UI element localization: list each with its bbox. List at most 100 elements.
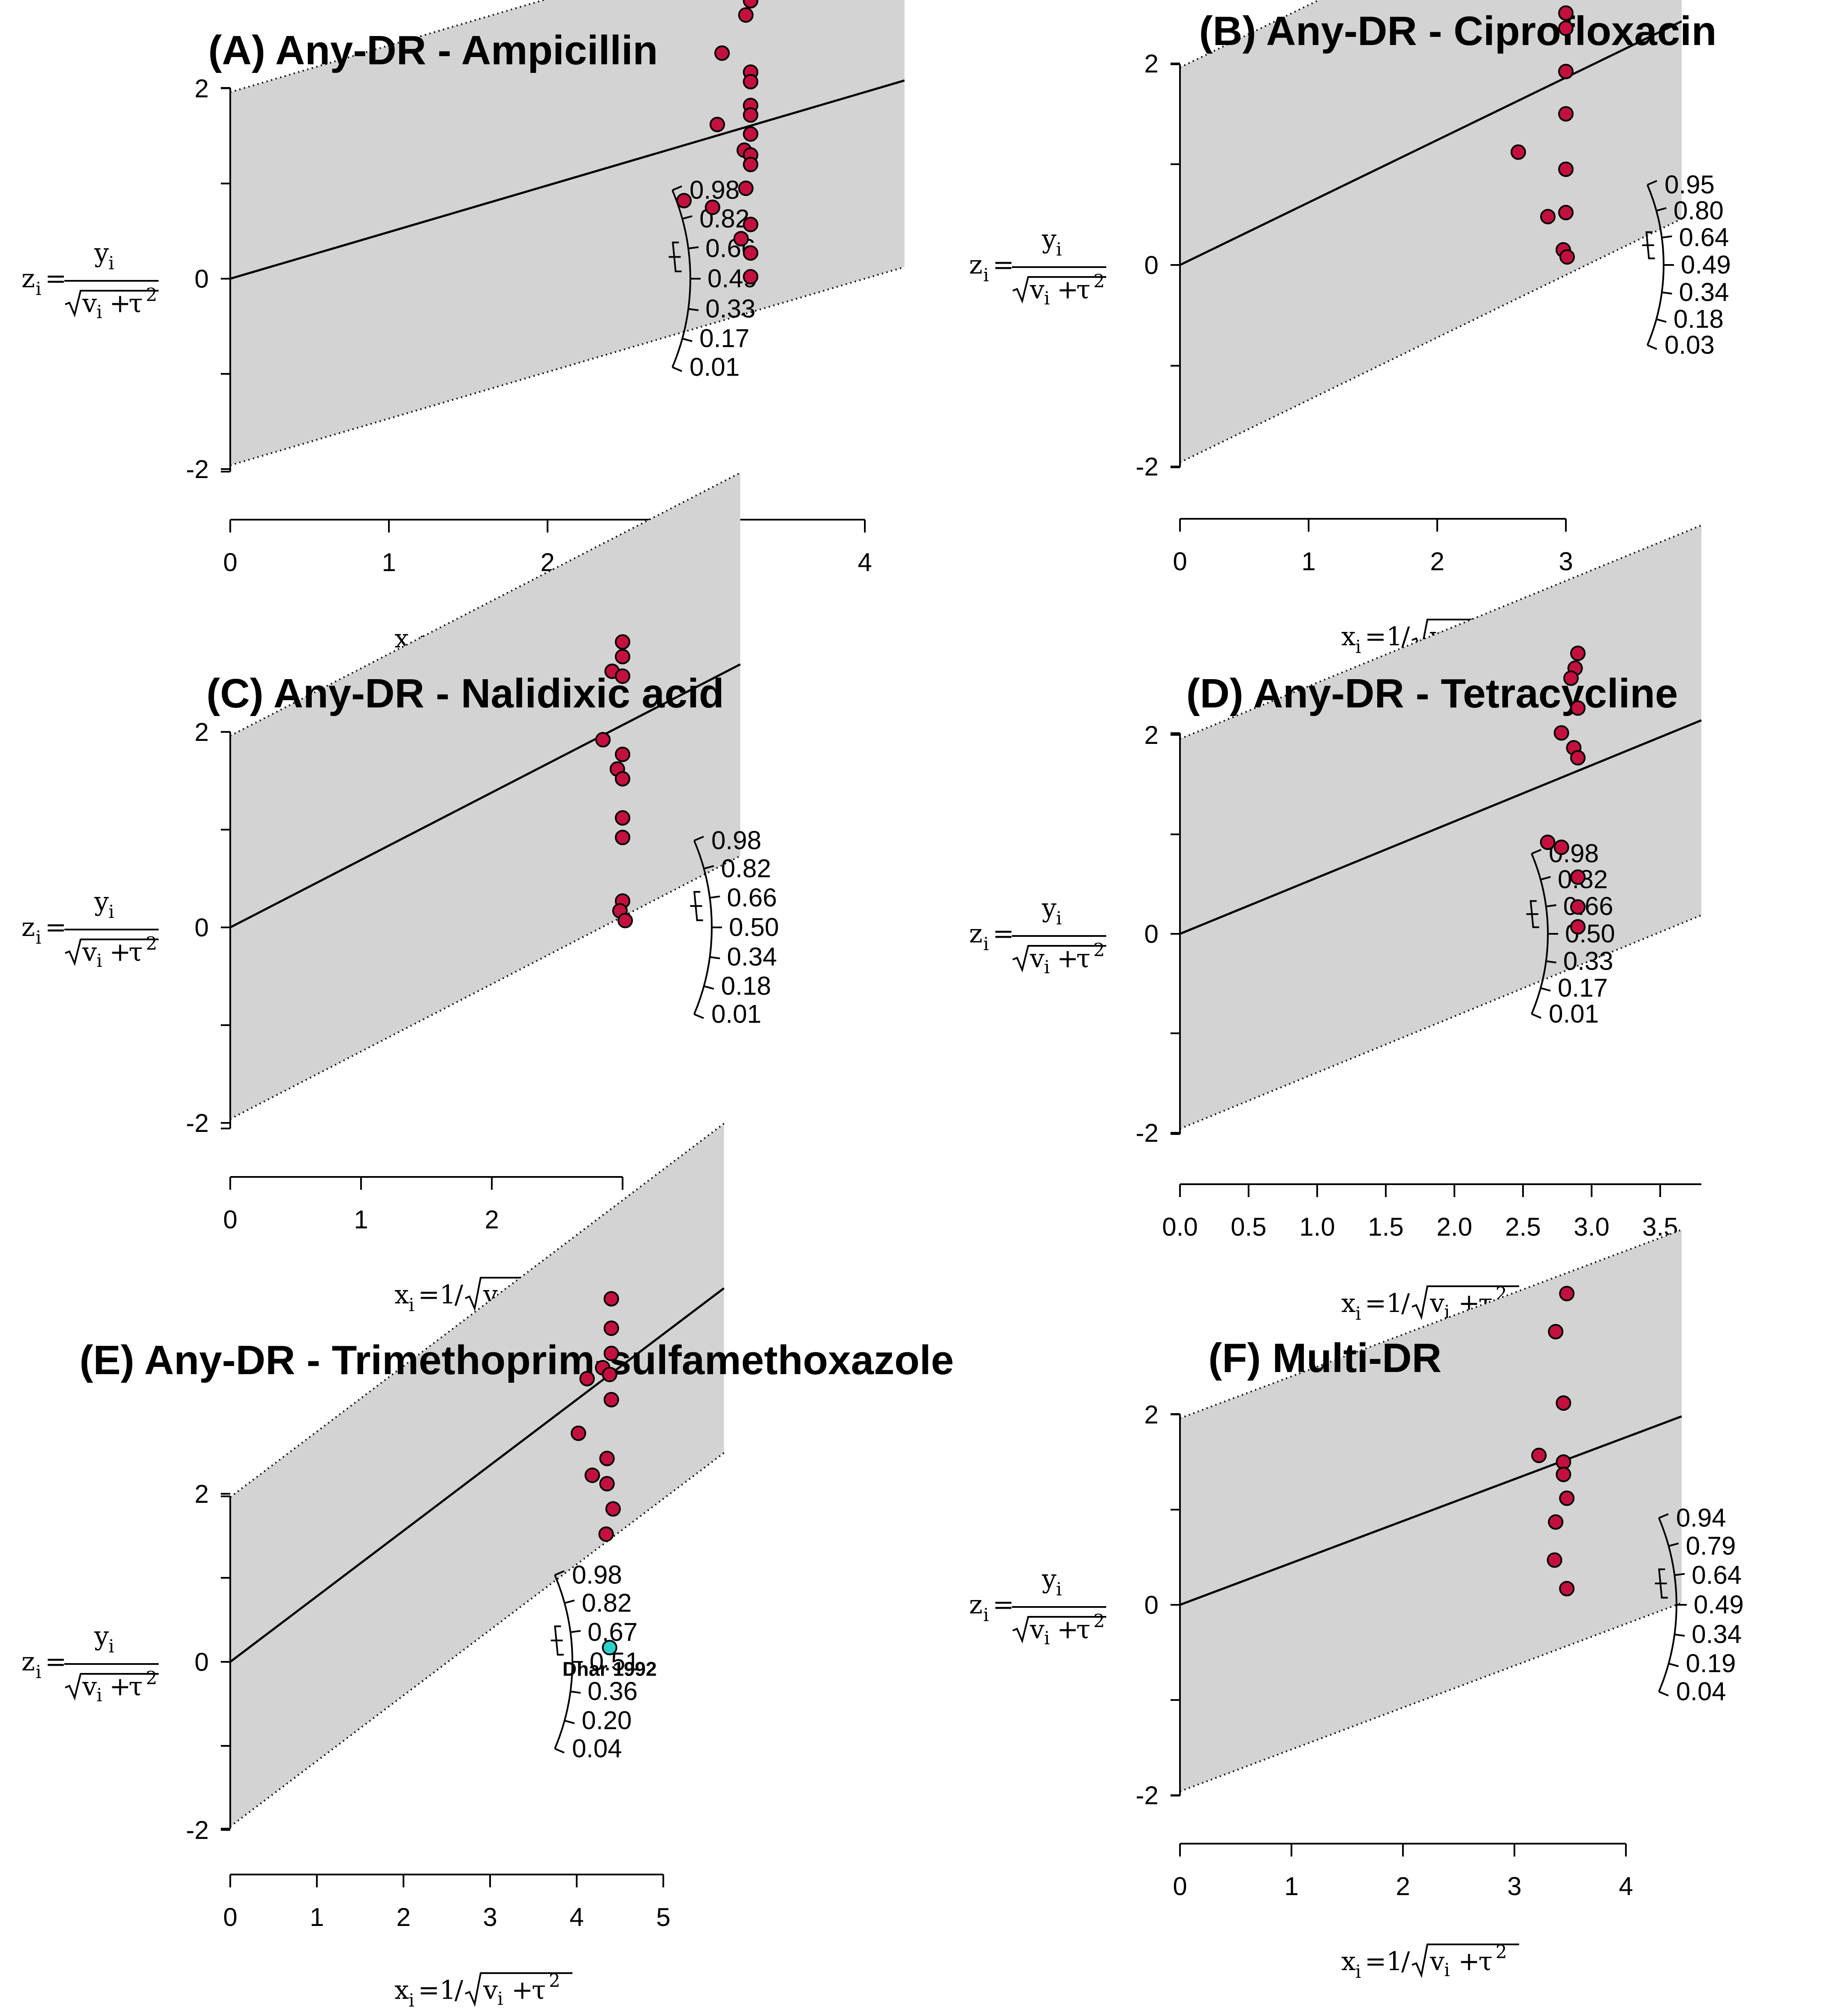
radial-tick-label: 0.79 bbox=[1686, 1532, 1736, 1560]
radial-tick-label: 0.18 bbox=[1673, 304, 1724, 333]
radial-tick-label: 0.82 bbox=[721, 854, 771, 883]
radial-tick bbox=[1531, 1013, 1541, 1019]
radial-scale-arc bbox=[554, 1574, 573, 1749]
y-axis-label: z i =y iv i +τ 2 bbox=[21, 1621, 159, 1706]
study-point bbox=[1548, 1324, 1564, 1339]
x-label-lhs-sub: i bbox=[1355, 636, 1361, 657]
y-tick-label: -2 bbox=[1136, 1781, 1159, 1810]
study-point bbox=[743, 269, 758, 285]
x-tick-label: 2 bbox=[1430, 547, 1444, 576]
y-label-den-tau: τ bbox=[129, 289, 143, 319]
radial-tick-label: 0.04 bbox=[1676, 1677, 1726, 1706]
x-label-eq: = bbox=[418, 1280, 439, 1310]
study-point bbox=[599, 1476, 615, 1492]
study-point bbox=[615, 634, 630, 650]
y-label-eq: = bbox=[45, 264, 66, 294]
x-tick-label: 0 bbox=[223, 548, 237, 577]
radial-tick-label: 0.64 bbox=[1679, 223, 1729, 252]
panel-title: (A) Any-DR - Ampicillin bbox=[208, 27, 658, 73]
radial-tick-label: 0.82 bbox=[582, 1589, 632, 1617]
x-tick-label: 4 bbox=[858, 548, 872, 577]
regression-line bbox=[1180, 1415, 1682, 1606]
y-tick-label: -2 bbox=[1136, 1119, 1159, 1147]
x-label-den-plus: + bbox=[512, 1975, 533, 2005]
study-point bbox=[738, 181, 754, 196]
y-label-num: y bbox=[1041, 893, 1056, 923]
y-tick-label: 0 bbox=[195, 265, 209, 293]
y-label-num-sub: i bbox=[108, 1636, 114, 1657]
radial-tick bbox=[1540, 876, 1551, 881]
study-point bbox=[733, 231, 749, 247]
y-tick-label: 2 bbox=[195, 718, 209, 746]
study-point bbox=[1558, 106, 1574, 122]
radial-tick bbox=[710, 895, 720, 899]
y-label-num-sub: i bbox=[108, 901, 114, 922]
study-point bbox=[1570, 750, 1586, 766]
study-point bbox=[1553, 839, 1569, 855]
panel-title: (B) Any-DR - Ciprofloxacin bbox=[1199, 8, 1716, 54]
sqrt-sign bbox=[1012, 276, 1106, 304]
x-label-lhs-sub: i bbox=[1355, 1961, 1361, 1982]
radial-tick bbox=[694, 1013, 704, 1019]
y-label-num-sub: i bbox=[1056, 908, 1062, 929]
x-label-den-sub: i bbox=[1444, 1301, 1450, 1322]
radial-tick bbox=[1531, 849, 1541, 855]
radial-tick-label: 0.03 bbox=[1664, 331, 1715, 359]
study-point bbox=[584, 1467, 600, 1483]
study-point bbox=[1570, 645, 1586, 661]
study-point bbox=[1570, 700, 1586, 716]
x-tick-label: 0.0 bbox=[1162, 1213, 1198, 1241]
x-label-den-sub: i bbox=[1444, 1959, 1450, 1980]
y-tick-label: -2 bbox=[186, 1109, 209, 1137]
x-label-den-sup: 2 bbox=[549, 1970, 560, 1991]
y-label-den-sub: i bbox=[1044, 957, 1050, 978]
x-tick-label: 2 bbox=[485, 1205, 499, 1234]
radial-tick-label: 0.94 bbox=[1676, 1504, 1726, 1532]
sqrt-sign bbox=[465, 1277, 572, 1312]
radial-scale-arc bbox=[1658, 1517, 1677, 1692]
y-tick-label: 2 bbox=[195, 1480, 209, 1508]
study-point bbox=[595, 732, 611, 748]
sqrt-sign bbox=[1412, 1285, 1519, 1320]
study-point bbox=[615, 668, 630, 684]
study-point bbox=[743, 126, 758, 142]
study-point bbox=[743, 156, 758, 172]
radial-scale-arc bbox=[693, 840, 713, 1015]
radial-tick bbox=[1668, 1663, 1679, 1667]
radial-tick-label: 0.01 bbox=[1549, 999, 1599, 1028]
radial-tick bbox=[682, 337, 692, 342]
x-tick-label: 2.5 bbox=[1505, 1213, 1541, 1241]
panel-title: (F) Multi-DR bbox=[1208, 1335, 1442, 1381]
study-point bbox=[602, 1366, 617, 1382]
radial-tick-label: 0.98 bbox=[711, 826, 761, 855]
x-label-den: v bbox=[483, 1975, 498, 2005]
study-point bbox=[1558, 5, 1574, 21]
y-label-den: v bbox=[1029, 1615, 1044, 1645]
y-label-lhs-sub: i bbox=[36, 278, 41, 299]
x-label-one: 1 bbox=[1386, 622, 1403, 652]
x-tick-label: 4 bbox=[1619, 1872, 1633, 1901]
study-point bbox=[743, 245, 758, 261]
study-point bbox=[1558, 20, 1574, 36]
y-label-eq: = bbox=[993, 250, 1014, 280]
radial-tick bbox=[1661, 291, 1672, 295]
radial-tick-label: 0.33 bbox=[1563, 947, 1613, 975]
x-label-den: v bbox=[1430, 1947, 1445, 1977]
study-point bbox=[603, 1320, 619, 1336]
y-tick-label: -2 bbox=[1136, 452, 1159, 481]
radial-tick bbox=[704, 865, 714, 870]
study-point bbox=[1570, 869, 1586, 885]
radial-tick bbox=[1674, 1573, 1685, 1576]
radial-tick bbox=[564, 1720, 575, 1724]
study-point bbox=[704, 199, 720, 215]
radial-tick-label: 0.20 bbox=[582, 1706, 632, 1735]
y-label-den-sub: i bbox=[96, 950, 102, 971]
y-label-den-plus: + bbox=[109, 937, 131, 967]
y-tick-label: -2 bbox=[186, 1816, 209, 1844]
x-label-lhs: x bbox=[1341, 1947, 1356, 1977]
y-tick-label: 0 bbox=[1144, 251, 1159, 280]
sqrt-sign bbox=[65, 290, 159, 318]
radial-tick-label: 0.36 bbox=[587, 1677, 638, 1706]
